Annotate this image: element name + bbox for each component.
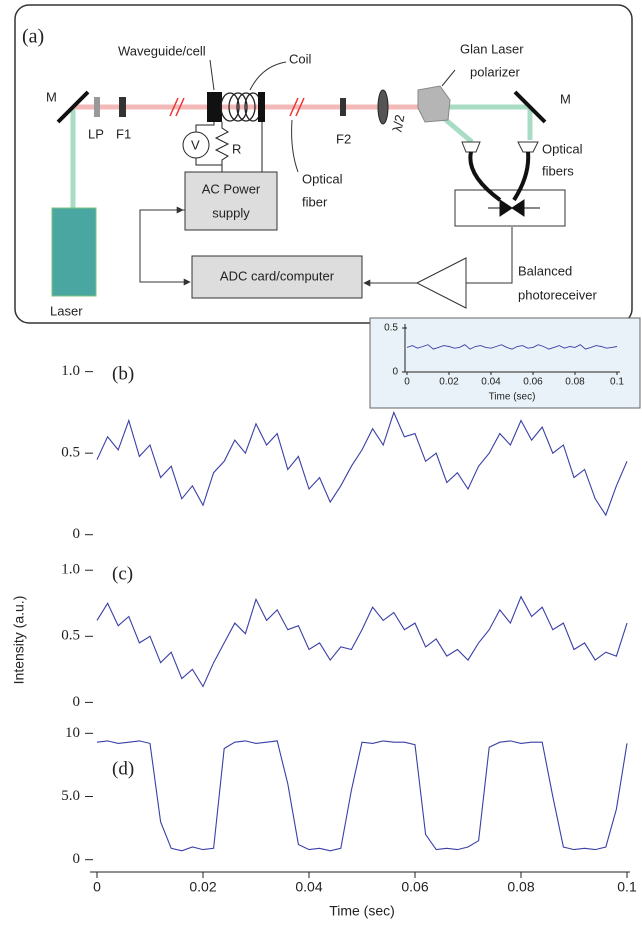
fibers: [468, 151, 531, 202]
lp-label: LP: [88, 126, 104, 141]
y-tick-label: 0.5: [384, 323, 398, 334]
photodiodes: [488, 199, 540, 217]
x-tick-label: 0.04: [295, 879, 322, 895]
panel-label: (c): [112, 563, 133, 584]
adc-label: ADC card/computer: [220, 268, 335, 283]
x-tick-label: 0.1: [610, 377, 624, 388]
ac-power-label: AC Power: [202, 181, 261, 196]
panel-label: (d): [112, 758, 134, 779]
x-axis-label: Time (sec): [329, 903, 395, 919]
mirror: [56, 90, 90, 124]
photoreceiver-label: Balanced: [518, 263, 572, 278]
data-line: [96, 595, 628, 688]
ac-power: [184, 171, 278, 231]
y-tick-label: 0: [73, 526, 81, 542]
mirror-label: M: [46, 89, 57, 104]
x-tick-label: 0.02: [189, 879, 216, 895]
coil: [220, 92, 262, 122]
y-tick-label: 0: [73, 851, 81, 867]
y-tick-label: 5.0: [61, 788, 80, 804]
polarizer-label: polarizer: [470, 64, 521, 79]
panel-label: (b): [112, 363, 134, 384]
filter: [340, 98, 346, 116]
x-axis-label: Time (sec): [489, 392, 536, 403]
data-line: [96, 410, 628, 517]
x-tick-label: 0.08: [507, 879, 534, 895]
fibers-label: fibers: [542, 163, 574, 178]
leader: [249, 61, 287, 91]
voltmeter-label: V: [191, 137, 200, 152]
adc: [191, 255, 363, 299]
x-tick-label: 0: [93, 879, 101, 895]
y-axis-label: Intensity (a.u.): [11, 596, 27, 685]
x-tick-label: 0.04: [481, 377, 501, 388]
x-tick-label: 0.06: [523, 377, 543, 388]
leader: [209, 59, 215, 91]
coil-end: [258, 92, 265, 122]
inset-frame: [369, 317, 641, 409]
x-tick-label: 0.02: [439, 377, 459, 388]
y-tick-label: 1.0: [61, 562, 80, 578]
setup-diagram: (a) Laser M M LP F1 Waveguide/cell Coil …: [14, 4, 633, 324]
circuit: [195, 122, 263, 172]
half-wave-label: λ/2: [390, 113, 408, 133]
fibers-label: Optical: [542, 141, 583, 156]
y-tick-label: 0.5: [61, 628, 80, 644]
y-tick-label: 0: [73, 694, 81, 710]
ac-power-label: supply: [212, 205, 250, 220]
panel-label: (a): [22, 26, 44, 48]
y-tick-label: 0: [392, 367, 398, 378]
fiber-coupler: [461, 141, 539, 153]
data-line: [406, 344, 618, 350]
fiber-label: Optical: [302, 171, 343, 186]
fiber-label: fiber: [302, 194, 328, 209]
y-tick-label: 10: [65, 725, 80, 741]
waveplate: [377, 89, 389, 125]
f1-label: F1: [116, 126, 131, 141]
x-tick-label: 0.06: [401, 879, 428, 895]
x-tick-label: 0: [404, 377, 410, 388]
mirror-label: M: [560, 91, 571, 106]
leader: [291, 119, 299, 173]
f2-label: F2: [336, 131, 351, 146]
polarizer: [417, 85, 451, 123]
coil-label: Coil: [289, 51, 312, 66]
data-line: [96, 740, 628, 852]
connection: [466, 227, 513, 284]
fiber-break: [169, 97, 305, 117]
filter: [119, 97, 126, 117]
waveguide-label: Waveguide/cell: [118, 43, 206, 58]
waveguide: [207, 92, 222, 122]
resistor-label: R: [232, 141, 241, 156]
x-tick-label: 0.1: [617, 879, 637, 895]
leader: [441, 69, 456, 87]
laser: [51, 207, 97, 297]
photoreceiver-label: photoreceiver: [518, 287, 597, 302]
diagram-frame: [14, 4, 633, 324]
y-tick-label: 0.5: [61, 445, 80, 461]
mirror: [513, 90, 547, 124]
filter: [94, 97, 100, 117]
y-tick-label: 1.0: [61, 363, 80, 379]
polarizer-label: Glan Laser: [460, 41, 524, 56]
laser-label: Laser: [50, 303, 83, 318]
x-tick-label: 0.08: [565, 377, 585, 388]
